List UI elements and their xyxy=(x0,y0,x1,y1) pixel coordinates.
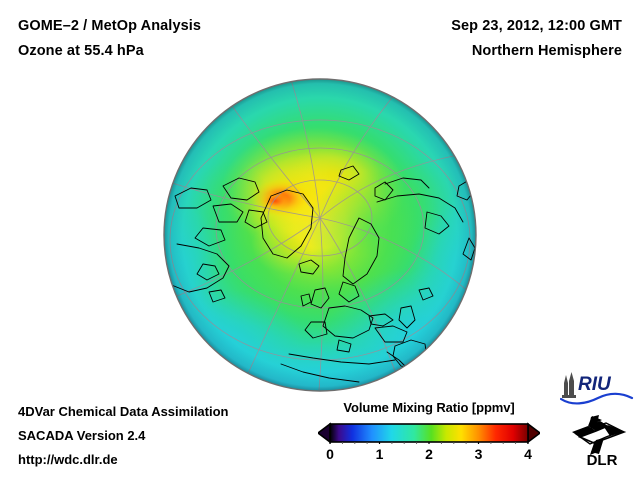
colorbar: Volume Mixing Ratio [ppmv] xyxy=(318,400,540,465)
colorbar-title: Volume Mixing Ratio [ppmv] xyxy=(343,400,515,415)
colorbar-tick-0: 0 xyxy=(326,446,334,462)
colorbar-tick-2: 2 xyxy=(425,446,433,462)
species-level-subtitle: Ozone at 55.4 hPa xyxy=(18,43,144,59)
footer-text-block: 4DVar Chemical Data Assimilation SACADA … xyxy=(18,400,318,472)
riu-wordmark: RIU xyxy=(578,374,612,395)
ozone-field xyxy=(164,79,476,391)
analysis-title: GOME–2 / MetOp Analysis xyxy=(18,18,202,34)
colorbar-tick-4: 4 xyxy=(524,446,532,462)
header-left-block: GOME–2 / MetOp Analysis Ozone at 55.4 hP… xyxy=(18,14,348,64)
colorbar-ticks xyxy=(329,442,529,444)
colorbar-over-arrow xyxy=(527,422,540,444)
riu-logo: RIU xyxy=(560,371,634,407)
colorbar-under-arrow xyxy=(318,422,331,444)
dlr-logo: DLR xyxy=(566,414,634,472)
colorbar-ramp xyxy=(329,423,529,443)
riu-logo-graphic: RIU xyxy=(560,372,634,405)
globe-limb-outline xyxy=(163,78,477,392)
header-right-block: Sep 23, 2012, 12:00 GMT Northern Hemisph… xyxy=(292,14,622,64)
dlr-logo-graphic: DLR xyxy=(572,415,627,469)
assimilation-method-label: 4DVar Chemical Data Assimilation xyxy=(18,404,229,419)
riu-wave-icon xyxy=(560,392,634,405)
colorbar-gradient-bar xyxy=(318,422,540,444)
colorbar-graphic xyxy=(318,422,540,444)
colorbar-tick-labels: 0 1 2 3 4 xyxy=(318,445,540,465)
globe-plot xyxy=(163,78,477,392)
model-version-label: SACADA Version 2.4 xyxy=(18,428,146,443)
hemisphere-label: Northern Hemisphere xyxy=(471,43,622,59)
orthographic-ozone-map xyxy=(163,78,477,392)
colorbar-tick-1: 1 xyxy=(375,446,384,462)
colorbar-tick-3: 3 xyxy=(474,446,483,462)
dlr-wordmark: DLR xyxy=(587,452,618,469)
cathedral-towers-icon xyxy=(562,372,576,398)
colorbar-minor-ticks xyxy=(341,442,517,444)
datetime-label: Sep 23, 2012, 12:00 GMT xyxy=(451,18,622,34)
dlr-wings-icon xyxy=(572,415,627,455)
data-center-url: http://wdc.dlr.de xyxy=(18,452,118,467)
